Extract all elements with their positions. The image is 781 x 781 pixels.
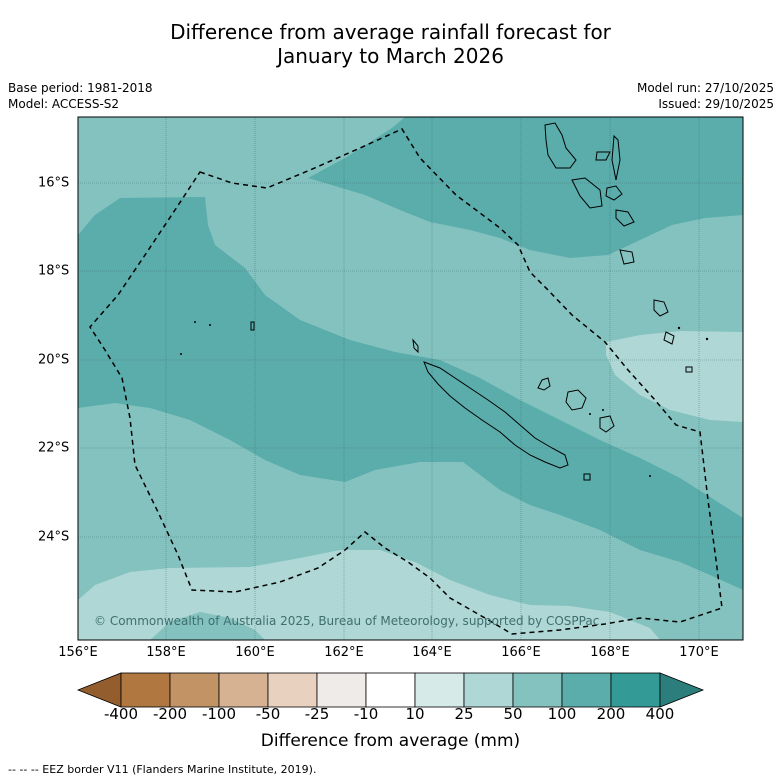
map-area: [78, 117, 743, 640]
colorbar-segment-11: [610, 672, 661, 708]
island-outlines: [250, 122, 693, 481]
colorbar-segment-1: [120, 672, 171, 708]
chart-title-line2: January to March 2026: [277, 44, 504, 68]
model-run: Model run: 27/10/2025: [636, 81, 774, 95]
colorbar-segment-8: [463, 672, 514, 708]
issued-date: Issued: 29/10/2025: [658, 97, 774, 111]
colorbar-segment-3: [218, 672, 269, 708]
colorbar-tick: 200: [596, 705, 626, 723]
lon-label-168: 168°E: [590, 645, 630, 660]
chart-title-line1: Difference from average rainfall forecas…: [170, 20, 611, 44]
copyright-notice: © Commonwealth of Australia 2025, Bureau…: [94, 614, 600, 628]
colorbar-tick: 400: [645, 705, 675, 723]
lat-label-22: 22°S: [38, 440, 70, 456]
pentecost-island: [611, 134, 621, 181]
base-period: Base period: 1981-2018: [8, 81, 153, 95]
matthew-island: [663, 331, 675, 345]
lon-label-164: 164°E: [412, 645, 452, 660]
lon-label-170: 170°E: [679, 645, 719, 660]
belep-islands: [412, 338, 419, 354]
malekula-island: [571, 177, 603, 209]
anomaly-band-50-100-southwest: [150, 612, 265, 640]
colorbar-label: Difference from average (mm): [260, 731, 521, 751]
colorbar-tick: -50: [255, 705, 281, 723]
colorbar-tick: -100: [201, 705, 237, 723]
colorbar-tick: 50: [503, 705, 523, 723]
lon-label-158: 158°E: [146, 645, 186, 660]
colorbar-segment-4: [267, 672, 318, 708]
colorbar-extend-high: [659, 672, 705, 708]
colorbar-tick: -400: [103, 705, 139, 723]
aneityum-island: [653, 299, 669, 317]
colorbar-extend-low: [76, 672, 122, 708]
colorbar-segment-10: [561, 672, 612, 708]
ouvea-island: [537, 377, 551, 391]
colorbar: [76, 672, 705, 708]
small-islets: [180, 321, 709, 477]
model-name: Model: ACCESS-S2: [8, 97, 120, 111]
grid-lines: [78, 117, 743, 640]
colorbar-tick: -200: [152, 705, 188, 723]
colorbar-segment-6: [365, 672, 416, 708]
lat-label-16: 16°S: [38, 175, 70, 191]
lat-label-18: 18°S: [38, 263, 70, 279]
new-caledonia-island: [423, 361, 569, 469]
colorbar-segment-5: [316, 672, 367, 708]
lon-label-166: 166°E: [501, 645, 541, 660]
espiritu-santo-island: [544, 122, 577, 169]
mare-island: [599, 415, 615, 433]
tanna-island: [619, 249, 635, 265]
colorbar-tick: 100: [547, 705, 577, 723]
colorbar-tick: -25: [304, 705, 330, 723]
lifou-island: [565, 389, 587, 411]
lat-label-20: 20°S: [38, 352, 70, 368]
lat-label-24: 24°S: [38, 529, 70, 545]
map-frame: [77, 116, 744, 641]
colorbar-segment-7: [414, 672, 465, 708]
lon-label-160: 160°E: [235, 645, 275, 660]
lon-label-162: 162°E: [324, 645, 364, 660]
erromango-island: [615, 209, 635, 227]
chesterfield-islet: [250, 321, 255, 331]
isle-of-pines: [583, 473, 591, 481]
colorbar-tick: 10: [405, 705, 425, 723]
colorbar-tick: 25: [454, 705, 474, 723]
colorbar-tick: -10: [353, 705, 379, 723]
anomaly-band-25-50-east: [606, 331, 743, 422]
hunter-island: [685, 366, 693, 373]
efate-island: [605, 185, 623, 201]
eez-border-legend: -- -- -- EEZ border V11 (Flanders Marine…: [8, 763, 317, 776]
lon-label-156: 156°E: [58, 645, 98, 660]
colorbar-segment-2: [169, 672, 220, 708]
colorbar-segment-9: [512, 672, 563, 708]
anomaly-band-100-200-main: [78, 197, 743, 590]
ambae-island: [595, 151, 611, 161]
